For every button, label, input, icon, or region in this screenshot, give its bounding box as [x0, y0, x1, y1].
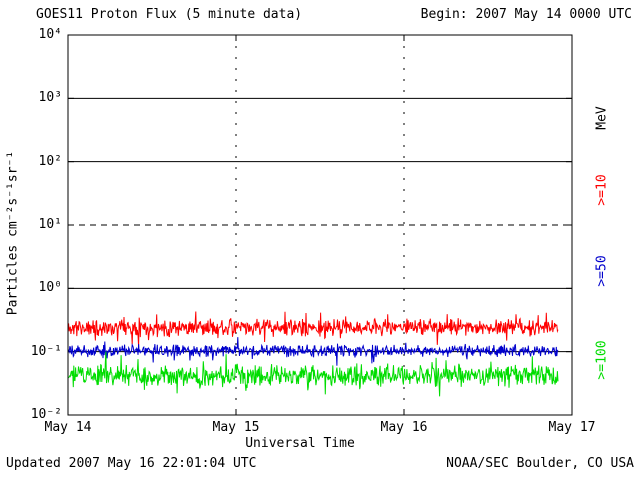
- begin-time-label: Begin: 2007 May 14 0000 UTC: [420, 7, 632, 22]
- y-tick-label: 10⁻¹: [30, 343, 62, 359]
- trace-ge10: [67, 311, 559, 347]
- y-tick-label: 10³: [38, 90, 62, 106]
- y-axis-label: Particles cm⁻²s⁻¹sr⁻¹: [5, 150, 21, 316]
- y-tick-label: 10²: [38, 153, 62, 169]
- trace-ge50: [67, 337, 559, 366]
- y-tick-label: 10⁻²: [30, 407, 62, 422]
- credit-label: NOAA/SEC Boulder, CO USA: [446, 456, 634, 471]
- right-axis-unit-label: MeV: [594, 106, 610, 130]
- y-tick-label: 10⁴: [38, 27, 62, 42]
- chart-title: GOES11 Proton Flux (5 minute data): [36, 7, 303, 22]
- energy-channel-label: >=100: [594, 340, 610, 380]
- updated-timestamp-label: Updated 2007 May 16 22:01:04 UTC: [6, 456, 257, 471]
- x-tick-label: May 17: [548, 420, 596, 435]
- energy-channel-label: >=10: [594, 174, 610, 206]
- plot-frame: [67, 34, 573, 416]
- energy-channel-label: >=50: [594, 255, 610, 287]
- x-tick-label: May 14: [44, 420, 92, 435]
- x-tick-label: May 16: [380, 420, 428, 435]
- x-axis-label: Universal Time: [245, 436, 355, 451]
- x-tick-label: May 15: [212, 420, 260, 435]
- y-tick-label: 10⁰: [38, 280, 62, 296]
- trace-ge100: [67, 351, 559, 397]
- y-tick-label: 10¹: [38, 217, 62, 232]
